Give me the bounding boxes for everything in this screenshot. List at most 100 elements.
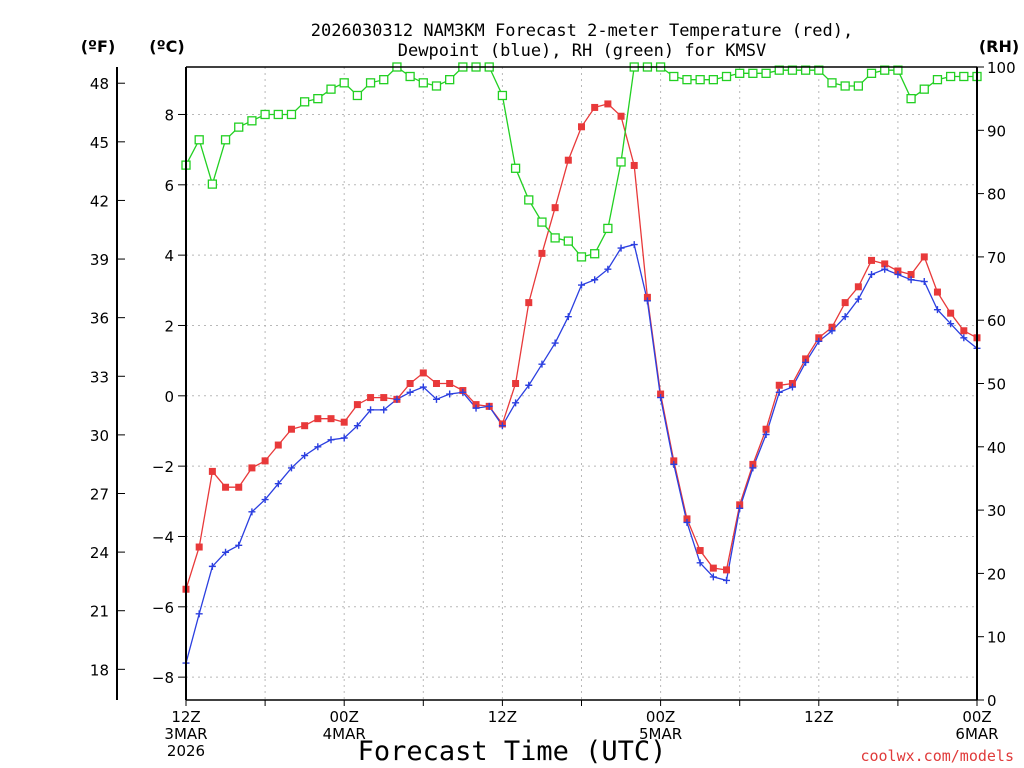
temperature-point xyxy=(802,355,810,363)
rh-point xyxy=(405,71,415,82)
celsius-tick-label: 4 xyxy=(164,247,174,265)
dewpoint-point xyxy=(591,276,599,284)
rh-point xyxy=(603,223,613,234)
rh-point xyxy=(339,78,349,88)
rh-point xyxy=(326,84,336,94)
dewpoint-point xyxy=(762,430,770,438)
temperature-point xyxy=(367,394,375,402)
x-tick-label: 00Z xyxy=(646,708,675,726)
dewpoint-point xyxy=(248,508,256,516)
celsius-tick-label: −6 xyxy=(152,599,174,617)
rh-point xyxy=(234,122,244,132)
x-tick-label: 12Z xyxy=(804,708,833,726)
dewpoint-point xyxy=(538,360,546,368)
dewpoint-point xyxy=(327,436,335,444)
celsius-tick-label: 2 xyxy=(164,317,174,335)
rh-point xyxy=(365,78,376,88)
rh-tick-label: 100 xyxy=(987,59,1016,77)
temperature-point xyxy=(920,253,928,261)
temperature-point xyxy=(670,457,678,465)
dewpoint-point xyxy=(578,281,585,289)
temperature-point xyxy=(235,483,243,491)
x-tick-label: 12Z xyxy=(171,708,200,726)
dewpoint-point xyxy=(683,518,691,526)
temperature-point xyxy=(683,515,691,523)
temperature-point xyxy=(208,467,216,475)
dewpoint-point xyxy=(670,460,678,468)
fahrenheit-tick-label: 45 xyxy=(90,134,109,152)
temperature-point xyxy=(380,394,388,402)
temperature-point xyxy=(749,460,757,468)
temperature-point xyxy=(854,283,862,291)
dewpoint-point xyxy=(881,265,889,273)
rh-tick-label: 60 xyxy=(987,312,1006,330)
dewpoint-point xyxy=(235,541,243,549)
temperature-point xyxy=(868,256,876,264)
temperature-point xyxy=(340,418,348,426)
rh-tick-label: 50 xyxy=(987,376,1006,394)
rh-point xyxy=(220,135,231,145)
temperature-point xyxy=(195,543,203,551)
temperature-point xyxy=(815,334,823,342)
temperature-point xyxy=(538,249,546,257)
source-credit: coolwx.com/models xyxy=(860,747,1014,765)
rh-point xyxy=(774,65,784,75)
temperature-point xyxy=(604,100,612,108)
dewpoint-point xyxy=(261,496,269,504)
rh-point xyxy=(880,65,890,75)
rh-point xyxy=(959,71,969,82)
celsius-axis-unit: (ºC) xyxy=(149,37,184,56)
fahrenheit-tick-label: 42 xyxy=(90,192,109,210)
dewpoint-point xyxy=(367,406,375,414)
rh-tick-label: 40 xyxy=(987,439,1006,457)
chart-title-line1: 2026030312 NAM3KM Forecast 2-meter Tempe… xyxy=(311,21,853,41)
fahrenheit-tick-label: 36 xyxy=(90,310,109,328)
temperature-point xyxy=(894,267,902,275)
temperature-point xyxy=(353,401,361,409)
temperature-point xyxy=(643,293,651,301)
rh-point xyxy=(299,97,310,107)
temperature-point xyxy=(696,547,704,555)
rh-point xyxy=(748,68,758,78)
rh-point xyxy=(721,71,732,82)
rh-point xyxy=(840,81,850,91)
x-tick-label: 00Z xyxy=(330,708,359,726)
fahrenheit-tick-label: 24 xyxy=(90,544,109,562)
temperature-point xyxy=(630,161,638,169)
rh-point xyxy=(945,71,956,82)
temperature-point xyxy=(222,483,230,491)
temperature-point xyxy=(261,457,269,465)
rh-point xyxy=(537,217,547,227)
rh-point xyxy=(497,90,508,101)
series-lines xyxy=(185,66,978,664)
temperature-point xyxy=(327,415,335,423)
gridlines xyxy=(186,67,977,700)
dewpoint-point xyxy=(472,404,480,412)
rh-tick-label: 80 xyxy=(987,186,1006,204)
rh-point xyxy=(800,65,811,75)
temperature-point xyxy=(881,260,889,268)
rh-point xyxy=(313,94,323,104)
temperature-point xyxy=(775,381,783,389)
rh-point xyxy=(919,84,929,94)
x-tick-label: 12Z xyxy=(488,708,517,726)
x-tick-label: 4MAR xyxy=(323,725,366,743)
dewpoint-point xyxy=(604,265,612,273)
rh-point xyxy=(708,75,718,85)
dewpoint-point xyxy=(208,562,216,570)
dewpoint-point xyxy=(459,388,467,396)
dewpoint-point xyxy=(802,358,810,366)
dewpoint-point xyxy=(301,452,309,460)
rh-point xyxy=(682,75,692,85)
fahrenheit-tick-label: 30 xyxy=(90,427,109,445)
temperature-point xyxy=(828,323,836,331)
dewpoint-point xyxy=(947,320,955,328)
celsius-tick-label: −4 xyxy=(152,528,174,546)
fahrenheit-tick-label: 33 xyxy=(90,368,109,386)
rh-tick-label: 20 xyxy=(987,565,1006,583)
temperature-point xyxy=(314,415,322,423)
series-markers xyxy=(181,62,982,667)
fahrenheit-axis-unit: (ºF) xyxy=(81,37,116,56)
x-axis-label: Forecast Time (UTC) xyxy=(358,736,667,767)
